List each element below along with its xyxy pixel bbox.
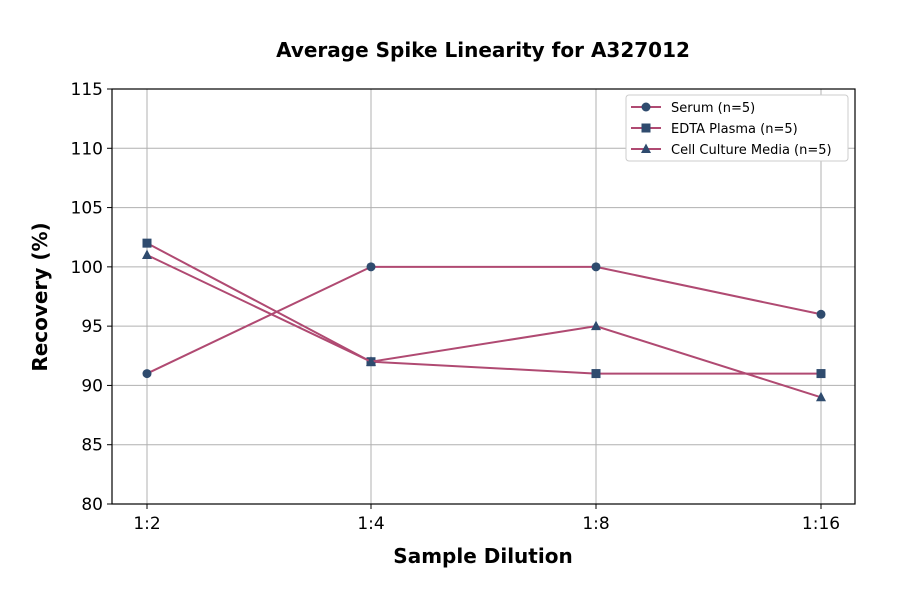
x-tick-label: 1:8 [582, 514, 609, 534]
y-tick-label: 80 [81, 495, 103, 515]
legend-label: Cell Culture Media (n=5) [671, 143, 832, 158]
legend-label: EDTA Plasma (n=5) [671, 122, 798, 137]
y-tick-label: 100 [71, 258, 103, 278]
legend-marker-square [641, 123, 651, 133]
legend-label: Serum (n=5) [671, 101, 755, 116]
series-line [146, 265, 822, 375]
x-tick-label: 1:4 [357, 514, 384, 534]
series-line [146, 254, 822, 399]
data-point-triangle [816, 391, 826, 402]
data-point-circle [366, 262, 376, 272]
legend [625, 94, 849, 162]
plot-frame [111, 88, 856, 505]
data-point-circle [591, 262, 601, 272]
legend-marker-triangle [641, 143, 651, 153]
data-point-triangle [591, 320, 601, 331]
data-point-circle [816, 309, 826, 319]
y-tick-label: 90 [81, 376, 103, 396]
chart-title: Average Spike Linearity for A327012 [276, 38, 690, 62]
x-axis-label: Sample Dilution [393, 544, 572, 568]
data-point-triangle [142, 249, 152, 259]
y-tick-label: 110 [71, 139, 103, 159]
series-square [146, 242, 821, 375]
x-tick-label: 1:16 [802, 514, 840, 534]
series-circle [146, 265, 822, 375]
data-point-circle [142, 369, 152, 379]
data-point-square [591, 369, 601, 379]
data-point-square [142, 238, 152, 248]
data-point-square [816, 369, 826, 379]
series-line [146, 242, 821, 375]
legend-marker-circle [641, 102, 651, 112]
y-tick-label: 95 [81, 317, 103, 337]
series-triangle [146, 254, 822, 399]
data-point-triangle [366, 356, 376, 366]
x-tick-label: 1:2 [133, 514, 160, 534]
y-tick-label: 105 [71, 199, 103, 219]
y-tick-label: 115 [71, 80, 103, 100]
y-tick-label: 85 [81, 436, 103, 456]
y-axis-label: Recovery (%) [28, 222, 52, 371]
